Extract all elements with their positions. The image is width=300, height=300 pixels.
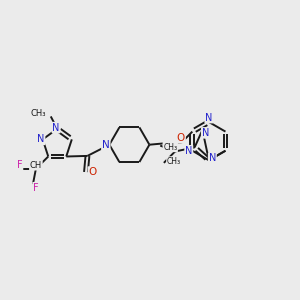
Text: O: O: [88, 167, 97, 177]
Text: N: N: [185, 146, 193, 156]
Text: N: N: [102, 140, 110, 150]
Text: F: F: [33, 183, 39, 193]
Text: N: N: [205, 112, 213, 123]
Text: CH₃: CH₃: [163, 142, 177, 152]
Text: N: N: [202, 128, 209, 138]
Text: N: N: [208, 154, 216, 164]
Text: F: F: [17, 160, 22, 170]
Text: CH₃: CH₃: [167, 157, 181, 166]
Text: N: N: [52, 123, 60, 133]
Text: N: N: [37, 134, 45, 144]
Text: CH: CH: [30, 161, 42, 170]
Text: O: O: [177, 133, 185, 143]
Text: CH₃: CH₃: [31, 109, 46, 118]
